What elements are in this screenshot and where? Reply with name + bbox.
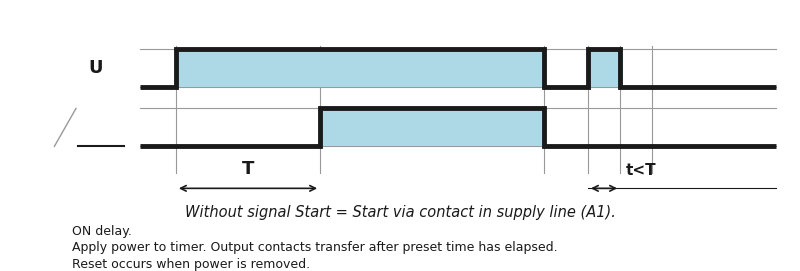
Text: Reset occurs when power is removed.: Reset occurs when power is removed. — [72, 258, 310, 271]
Text: T: T — [242, 160, 254, 178]
Text: Without signal Start = Start via contact in supply line (A1).: Without signal Start = Start via contact… — [185, 205, 615, 220]
Text: Apply power to timer. Output contacts transfer after preset time has elapsed.: Apply power to timer. Output contacts tr… — [72, 241, 558, 254]
Bar — [320, 108, 544, 146]
Text: ON delay.: ON delay. — [72, 225, 132, 238]
Bar — [588, 49, 620, 87]
Bar — [176, 49, 544, 87]
Text: t<T: t<T — [626, 163, 656, 178]
Text: U: U — [89, 59, 103, 77]
